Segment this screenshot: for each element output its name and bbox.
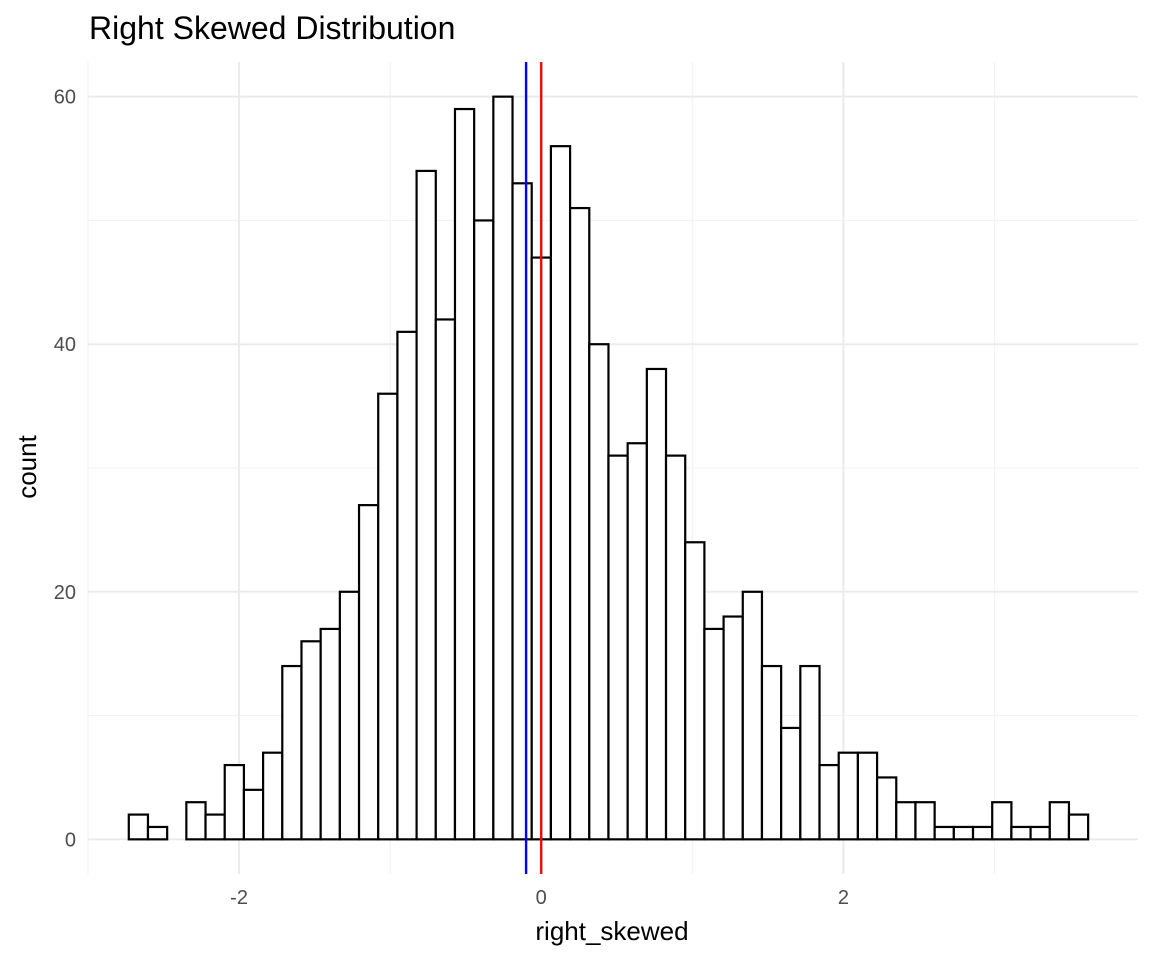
histogram-bar <box>588 343 610 841</box>
histogram-bar <box>492 95 514 841</box>
y-tick-label: 0 <box>65 829 76 851</box>
histogram-bar <box>415 169 437 841</box>
histogram-bar <box>262 751 284 841</box>
histogram-bar <box>760 664 783 841</box>
histogram-bar <box>396 330 418 841</box>
histogram-bar <box>799 664 821 841</box>
histogram-bar <box>626 442 648 841</box>
histogram-bar <box>127 813 150 841</box>
histogram-bar <box>300 640 322 841</box>
histogram-bar <box>741 590 764 841</box>
x-tick-label: -2 <box>230 887 248 909</box>
histogram-bar <box>933 825 955 841</box>
reference-lines <box>524 62 543 874</box>
histogram-bar <box>837 751 859 841</box>
histogram-bar <box>319 627 341 841</box>
histogram-bar <box>664 454 687 841</box>
histogram-bar <box>818 763 840 841</box>
x-axis-title: right_skewed <box>535 916 688 946</box>
x-tick-label: 2 <box>838 887 849 909</box>
histogram-bar <box>1029 825 1051 841</box>
histogram-bar <box>703 627 725 841</box>
y-tick-label: 60 <box>54 87 76 109</box>
histogram-bar <box>357 504 380 841</box>
histogram-bar <box>511 182 533 841</box>
histogram-bar <box>914 801 936 841</box>
x-axis-ticks: -2 0 2 <box>230 887 849 909</box>
histogram-bar <box>722 615 744 841</box>
histogram-bar <box>780 726 802 841</box>
histogram-bar <box>1067 813 1090 841</box>
chart-title: Right Skewed Distribution <box>89 10 455 46</box>
x-tick-label: 0 <box>536 887 547 909</box>
histogram-bars <box>127 95 1090 841</box>
histogram-bar <box>281 664 303 841</box>
histogram-bar <box>856 751 879 841</box>
histogram-bar <box>952 825 975 841</box>
histogram-bar <box>185 801 207 841</box>
histogram-bar <box>607 454 629 841</box>
histogram-bar <box>223 763 246 841</box>
histogram-bar <box>338 590 361 841</box>
histogram-bar <box>146 825 169 841</box>
histogram-bar <box>684 541 706 841</box>
y-axis-ticks: 0 20 40 60 <box>54 87 76 852</box>
histogram-bar <box>434 318 457 841</box>
y-tick-label: 40 <box>54 334 76 356</box>
histogram-bar <box>568 206 591 841</box>
histogram-bar <box>549 145 572 841</box>
histogram-bar <box>473 219 495 841</box>
histogram-bar <box>971 825 994 841</box>
histogram-bar <box>242 788 265 841</box>
histogram-bar <box>645 367 668 841</box>
histogram-bar <box>204 813 226 841</box>
histogram-bar <box>991 801 1013 841</box>
histogram-bar <box>453 107 476 841</box>
y-tick-label: 20 <box>54 582 76 604</box>
histogram-bar <box>1010 825 1032 841</box>
histogram-bar <box>875 776 898 841</box>
histogram-bar <box>377 392 399 841</box>
histogram-bar <box>895 801 917 841</box>
y-axis-title: count <box>12 434 42 498</box>
histogram-bar <box>1048 801 1071 841</box>
